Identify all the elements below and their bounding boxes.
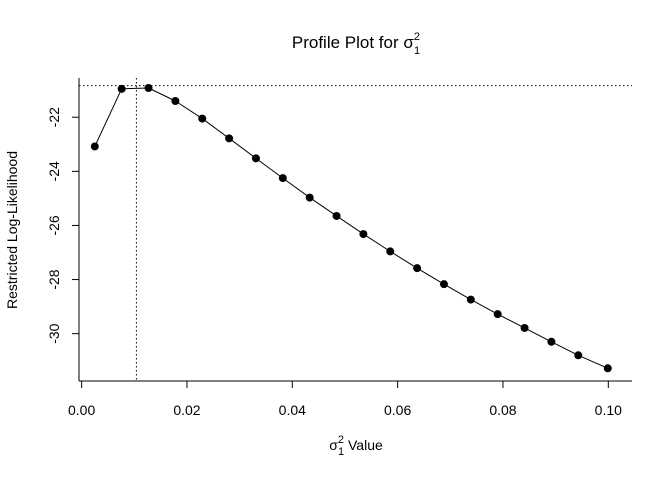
series-line-segment — [470, 299, 498, 315]
title-subscript: 1 — [414, 45, 420, 57]
x-tick-label: 0.10 — [595, 402, 622, 418]
x-tick-label: 0.00 — [68, 402, 95, 418]
data-point — [278, 174, 287, 183]
data-point — [198, 114, 207, 123]
series-line-segment — [228, 137, 257, 159]
x-tick-label: 0.08 — [489, 402, 516, 418]
title-sigma-symbol: σ — [403, 33, 414, 52]
series-line-segment — [94, 88, 123, 147]
data-point — [90, 142, 99, 151]
series-line-segment — [255, 157, 284, 179]
series-line-segment — [551, 341, 579, 356]
data-point — [547, 337, 556, 346]
series-line-segment — [201, 118, 230, 139]
data-point — [413, 264, 422, 273]
series-line-segment — [309, 197, 337, 217]
data-point — [117, 84, 126, 93]
y-axis-title: Restricted Log-Likelihood — [4, 151, 20, 309]
y-tick-label: -22 — [46, 107, 62, 127]
axes: 0.00 0.02 0.04 0.06 0.08 0.10 -22 -24 -26 -28 -30 — [46, 78, 632, 418]
series-line-segment — [416, 267, 445, 285]
series-line-segment — [524, 327, 552, 343]
series-line-segment — [497, 313, 525, 329]
x-tick-label: 0.04 — [279, 402, 306, 418]
series-line-segment — [363, 233, 391, 252]
data-point — [144, 84, 153, 93]
data-point — [520, 323, 529, 332]
series-line-group — [94, 87, 608, 369]
data-point — [251, 154, 260, 163]
reference-lines — [79, 78, 632, 381]
data-point — [332, 211, 341, 220]
data-point — [225, 134, 234, 143]
data-point — [603, 364, 612, 373]
xlabel-subscript: 1 — [338, 446, 344, 458]
series-line-segment — [578, 354, 608, 369]
y-tick-label: -30 — [46, 323, 62, 343]
series-line-segment — [148, 87, 176, 102]
title-prefix: Profile Plot for — [292, 33, 404, 52]
series-line-segment — [336, 215, 364, 235]
series-line-segment — [121, 87, 149, 90]
xlabel-superscript: 2 — [338, 434, 344, 446]
data-point — [574, 351, 583, 360]
data-point — [359, 230, 368, 239]
y-tick-label: -26 — [46, 215, 62, 235]
data-point — [466, 295, 475, 304]
data-point — [493, 310, 502, 319]
data-point — [386, 247, 395, 256]
data-point — [171, 96, 180, 105]
xlabel-sigma-symbol: σ — [329, 437, 338, 453]
series-line-segment — [443, 283, 472, 301]
data-point — [439, 280, 448, 289]
y-tick-label: -24 — [46, 161, 62, 181]
data-point — [305, 193, 314, 202]
title-superscript: 2 — [414, 31, 420, 43]
series-points — [90, 84, 612, 373]
series-line-segment — [175, 100, 203, 119]
xlabel-suffix: Value — [344, 437, 383, 453]
y-tick-label: -28 — [46, 269, 62, 289]
x-tick-label: 0.06 — [384, 402, 411, 418]
chart-title: Profile Plot for σ2 1 — [292, 31, 420, 57]
x-tick-label: 0.02 — [173, 402, 200, 418]
series-line-segment — [282, 177, 310, 198]
series-line-segment — [389, 250, 418, 269]
x-axis-title: σ2 1 Value — [329, 434, 383, 458]
